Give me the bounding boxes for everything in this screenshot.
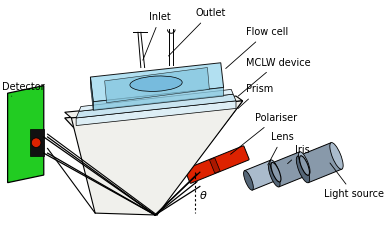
Ellipse shape (269, 164, 280, 187)
Polygon shape (76, 101, 236, 126)
Text: Outlet: Outlet (169, 8, 225, 56)
Polygon shape (79, 89, 233, 111)
Polygon shape (7, 86, 44, 183)
Polygon shape (71, 101, 243, 215)
Polygon shape (91, 77, 93, 110)
Ellipse shape (330, 143, 343, 169)
Ellipse shape (299, 156, 310, 175)
Polygon shape (76, 94, 236, 118)
Polygon shape (31, 129, 44, 156)
Text: Detector: Detector (2, 82, 45, 96)
Polygon shape (105, 68, 209, 103)
Polygon shape (245, 160, 279, 190)
FancyBboxPatch shape (210, 158, 220, 173)
Text: Prism: Prism (238, 84, 273, 109)
Text: MCLW device: MCLW device (238, 58, 310, 96)
Polygon shape (91, 63, 223, 102)
Polygon shape (65, 101, 243, 215)
Text: Light source: Light source (323, 163, 383, 199)
Ellipse shape (243, 171, 253, 190)
Text: Polariser: Polariser (230, 113, 297, 154)
Polygon shape (298, 143, 342, 183)
Polygon shape (65, 96, 243, 118)
Text: θ: θ (200, 191, 207, 201)
Ellipse shape (130, 76, 182, 91)
Text: Inlet: Inlet (143, 12, 171, 60)
Ellipse shape (298, 152, 310, 175)
Ellipse shape (270, 160, 280, 179)
Text: Lens: Lens (268, 132, 294, 165)
Polygon shape (93, 88, 223, 110)
Text: Flow cell: Flow cell (226, 27, 288, 69)
Text: Iris: Iris (288, 145, 310, 164)
FancyBboxPatch shape (185, 146, 249, 183)
Polygon shape (270, 152, 309, 187)
Ellipse shape (31, 138, 41, 147)
Ellipse shape (296, 156, 310, 183)
Ellipse shape (271, 162, 281, 182)
